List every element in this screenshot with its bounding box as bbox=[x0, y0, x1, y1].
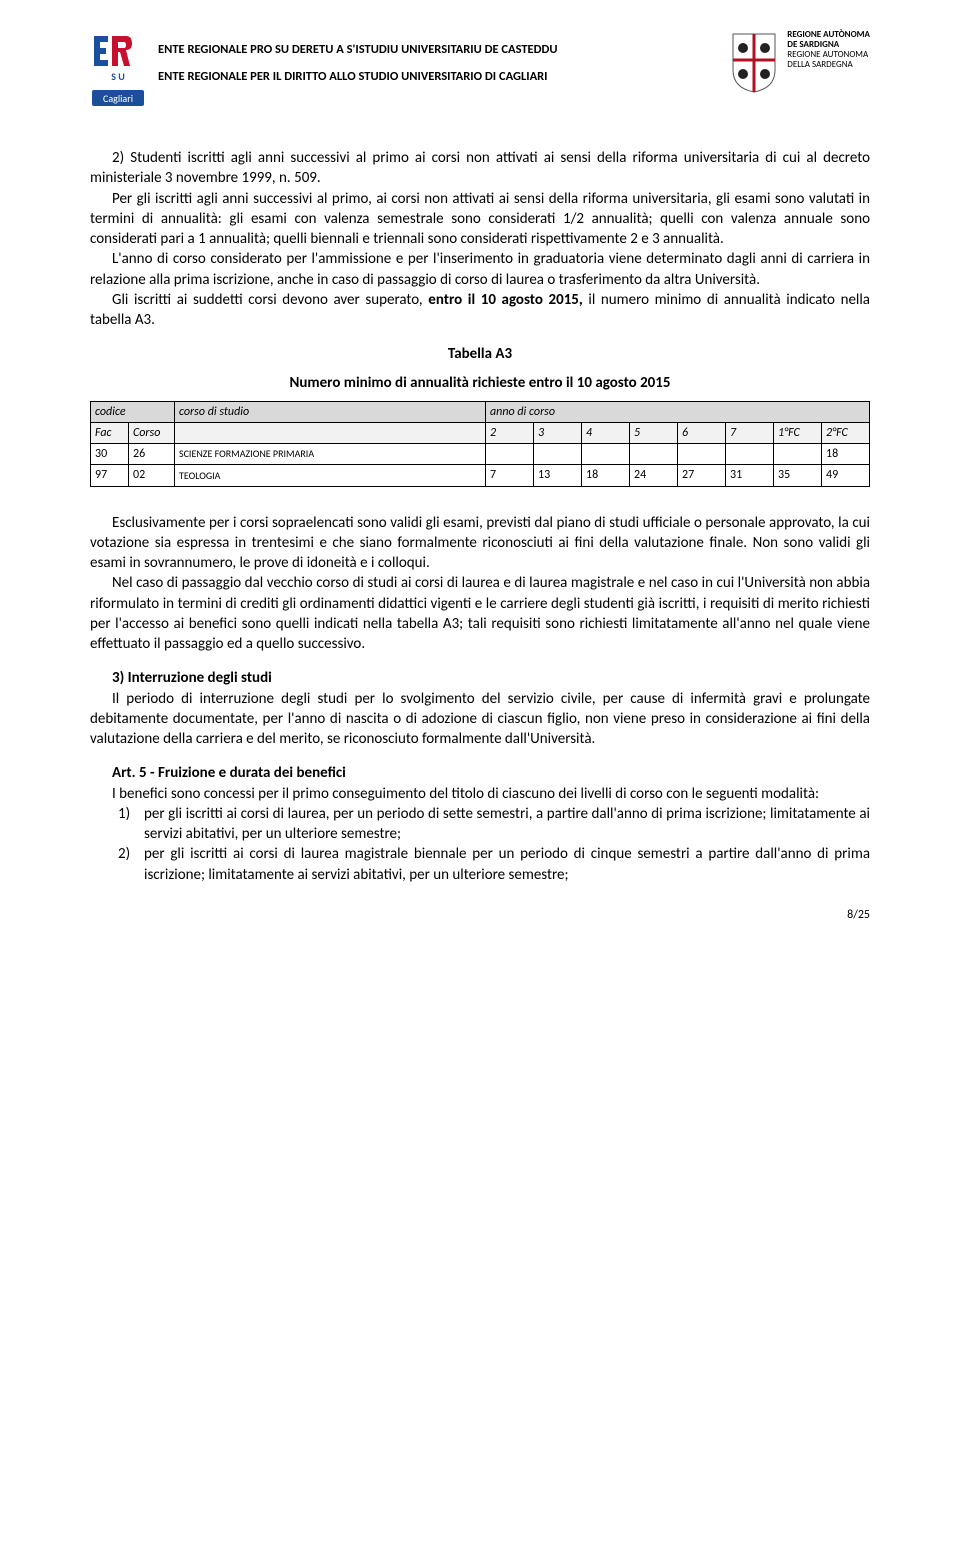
annualita-table: codicecorso di studioanno di corsoFacCor… bbox=[90, 401, 870, 487]
title-italian: ENTE REGIONALE PER IL DIRITTO ALLO STUDI… bbox=[158, 69, 558, 86]
table-title: Tabella A3 bbox=[90, 344, 870, 364]
para-5: Esclusivamente per i corsi sopraelencati… bbox=[90, 513, 870, 574]
para-6: Nel caso di passaggio dal vecchio corso … bbox=[90, 573, 870, 654]
sardinia-crest-icon bbox=[729, 30, 779, 94]
ersu-logo: S U Cagliari bbox=[90, 30, 146, 110]
header-left: S U Cagliari ENTE REGIONALE PRO SU DERET… bbox=[90, 30, 558, 110]
heading-art5: Art. 5 - Fruizione e durata dei benefici bbox=[90, 763, 870, 783]
header-titles: ENTE REGIONALE PRO SU DERETU A S'ISTUDIU… bbox=[158, 30, 558, 86]
svg-text:Cagliari: Cagliari bbox=[103, 92, 133, 105]
para-8: I benefici sono concessi per il primo co… bbox=[90, 784, 870, 804]
document-body: 2) Studenti iscritti agli anni successiv… bbox=[90, 148, 870, 885]
region-label: REGIONE AUTÒNOMA DE SARDIGNA REGIONE AUT… bbox=[787, 30, 870, 70]
table-row: 9702TEOLOGIA713182427313549 bbox=[91, 465, 870, 486]
header-right: REGIONE AUTÒNOMA DE SARDIGNA REGIONE AUT… bbox=[729, 30, 870, 94]
para-3: L'anno di corso considerato per l'ammiss… bbox=[90, 249, 870, 290]
table-a3: codicecorso di studioanno di corsoFacCor… bbox=[90, 401, 870, 487]
list-item-2: 2) per gli iscritti ai corsi di laurea m… bbox=[118, 844, 870, 885]
para-7: Il periodo di interruzione degli studi p… bbox=[90, 689, 870, 750]
list-item-1: 1) per gli iscritti ai corsi di laurea, … bbox=[118, 804, 870, 845]
page-footer: 8/25 bbox=[90, 907, 870, 923]
document-header: S U Cagliari ENTE REGIONALE PRO SU DERET… bbox=[90, 30, 870, 110]
table-row: 3026SCIENZE FORMAZIONE PRIMARIA18 bbox=[91, 444, 870, 465]
title-sardinian: ENTE REGIONALE PRO SU DERETU A S'ISTUDIU… bbox=[158, 42, 558, 59]
para-1: 2) Studenti iscritti agli anni successiv… bbox=[90, 148, 870, 189]
heading-3: 3) Interruzione degli studi bbox=[90, 668, 870, 688]
para-2: Per gli iscritti agli anni successivi al… bbox=[90, 189, 870, 250]
table-subtitle: Numero minimo di annualità richieste ent… bbox=[90, 373, 870, 393]
svg-text:S U: S U bbox=[111, 70, 125, 83]
para-4: Gli iscritti ai suddetti corsi devono av… bbox=[90, 290, 870, 331]
